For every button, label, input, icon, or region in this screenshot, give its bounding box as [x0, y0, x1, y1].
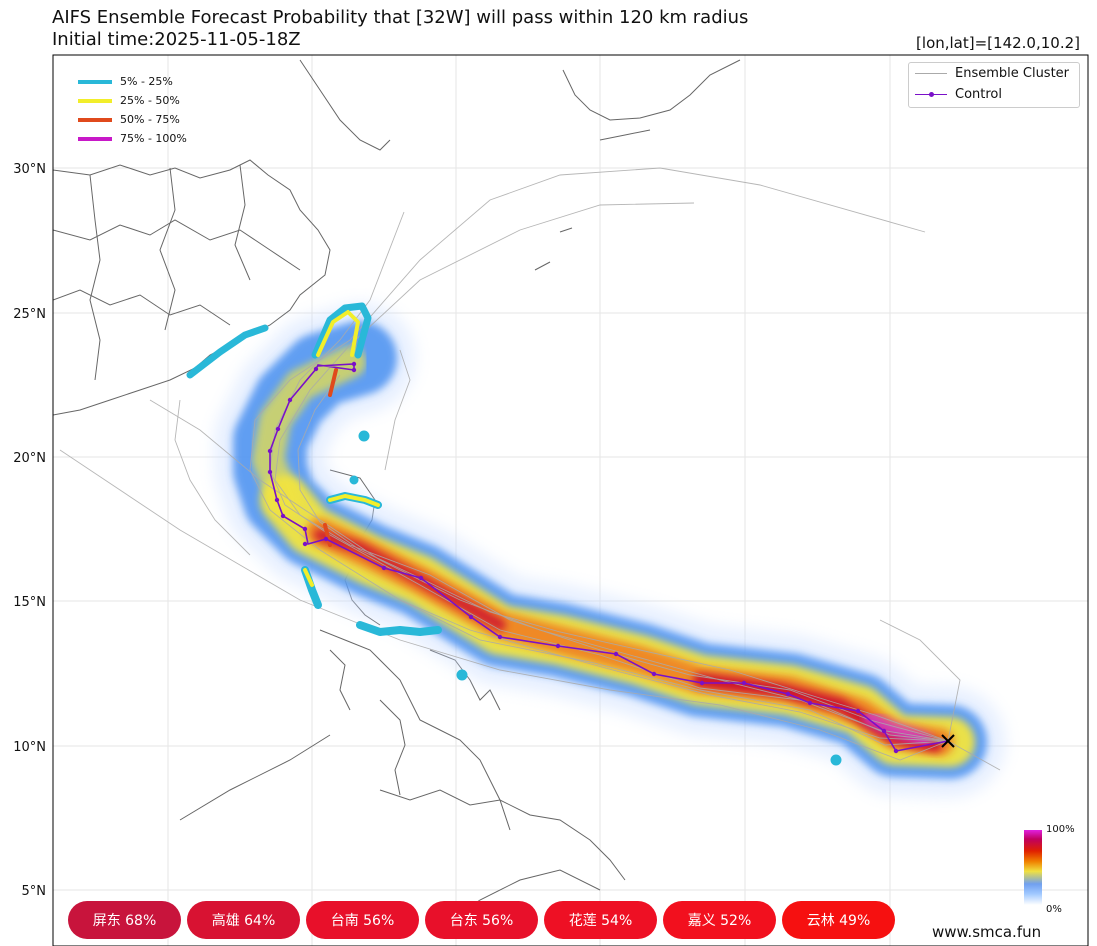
city-badge: 嘉义 52% — [663, 901, 776, 939]
legend-swatch — [78, 79, 112, 84]
legend-item: 75% - 100% — [78, 129, 187, 148]
city-probability-badges: 屏东 68% 高雄 64% 台南 56% 台东 56% 花莲 54% 嘉义 52… — [68, 901, 895, 939]
legend-item: 5% - 25% — [78, 72, 187, 91]
lat-label: 10°N — [13, 740, 46, 755]
control-line-swatch — [915, 92, 947, 97]
probability-legend: 5% - 25% 25% - 50% 50% - 75% 75% - 100% — [78, 72, 187, 148]
legend-label: 50% - 75% — [120, 113, 180, 126]
probability-swath — [215, 303, 1005, 797]
coordinate-readout: [lon,lat]=[142.0,10.2] — [916, 34, 1080, 52]
legend-swatch — [78, 136, 112, 141]
legend-item-control: Control — [909, 84, 1079, 105]
colorbar-bottom-label: 0% — [1046, 904, 1062, 915]
gridlines — [53, 55, 1088, 946]
ensemble-line-swatch — [915, 73, 947, 74]
legend-item-ensemble: Ensemble Cluster — [909, 63, 1079, 84]
city-badge: 高雄 64% — [187, 901, 300, 939]
initial-time: Initial time:2025-11-05-18Z — [52, 29, 301, 50]
city-badge: 台东 56% — [425, 901, 538, 939]
site-url[interactable]: www.smca.fun — [932, 923, 1042, 941]
city-badge: 云林 49% — [782, 901, 895, 939]
lat-label: 20°N — [13, 451, 46, 466]
legend-label: 5% - 25% — [120, 75, 173, 88]
legend-swatch — [78, 98, 112, 103]
city-badge: 屏东 68% — [68, 901, 181, 939]
map-frame — [52, 54, 1089, 946]
lat-label: 15°N — [13, 595, 46, 610]
control-track-points — [267, 361, 899, 754]
city-badge: 台南 56% — [306, 901, 419, 939]
legend-item: 25% - 50% — [78, 91, 187, 110]
city-badge: 花莲 54% — [544, 901, 657, 939]
ensemble-tracks — [59, 167, 1001, 771]
probability-colorbar — [1024, 830, 1042, 905]
initial-position-marker — [941, 734, 955, 748]
lat-axis: 30°N 25°N 20°N 15°N 10°N 5°N — [13, 162, 46, 899]
chart-title: AIFS Ensemble Forecast Probability that … — [52, 7, 749, 28]
colorbar-top-label: 100% — [1046, 824, 1075, 835]
lat-label: 5°N — [22, 884, 47, 899]
legend-swatch — [78, 117, 112, 122]
coastlines — [53, 59, 741, 921]
probability-contours — [186, 302, 842, 766]
legend-label: 25% - 50% — [120, 94, 180, 107]
track-legend: Ensemble Cluster Control — [908, 62, 1080, 108]
legend-label: Control — [955, 87, 1002, 102]
legend-label: Ensemble Cluster — [955, 66, 1070, 81]
legend-item: 50% - 75% — [78, 110, 187, 129]
lat-label: 30°N — [13, 162, 46, 177]
control-track — [267, 361, 955, 754]
lat-label: 25°N — [13, 307, 46, 322]
legend-label: 75% - 100% — [120, 132, 187, 145]
